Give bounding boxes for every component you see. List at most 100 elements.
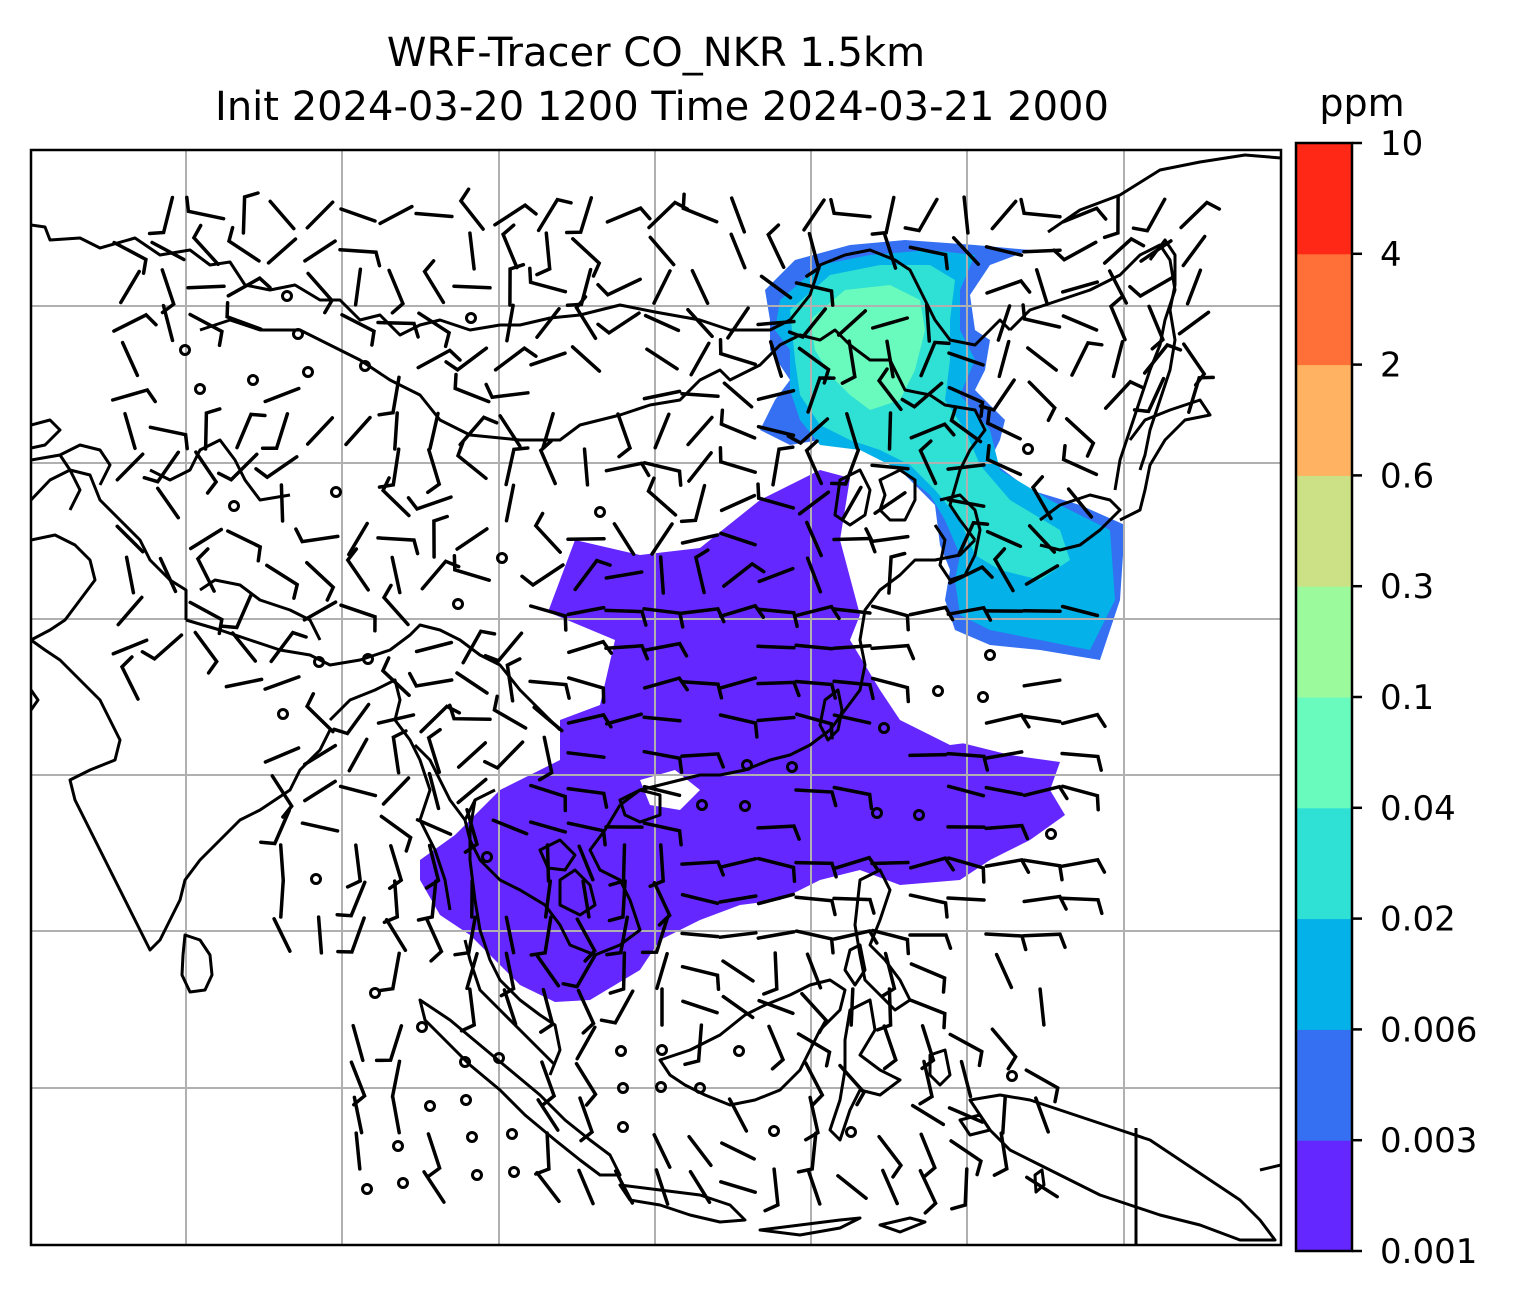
calm-circle-icon [292,328,304,340]
wind-barb-icon [870,604,910,632]
wind-barb-icon [279,483,285,523]
calm-circle-icon [392,1140,404,1152]
wind-barb-icon [787,307,828,340]
wind-barb-icon [391,1095,401,1135]
wind-barb-icon [1034,1096,1050,1134]
wind-barb-icon [1024,564,1060,586]
calm-circle-icon [330,486,342,498]
wind-barb-icon [528,266,568,294]
wind-barb-icon [226,529,263,563]
wind-barb-icon [188,527,224,551]
wind-barb-icon [1111,339,1125,379]
wind-barb-icon [453,915,477,957]
wind-barb-icon [263,746,301,764]
wind-barb-icon [575,1025,597,1061]
wind-barb-icon [540,1060,557,1107]
wind-barb-icon [805,556,823,594]
wind-barb-icon [566,605,606,617]
wind-barb-icon [483,740,525,771]
wind-barb-icon [719,531,757,547]
wind-barb-icon [305,560,336,602]
wind-barb-icon [909,962,947,994]
wind-barb-icon [832,644,872,650]
wind-barb-icon [186,284,226,290]
wind-barb-icon [646,476,678,517]
wind-barb-icon [756,424,796,438]
wind-barb-icon [680,964,721,992]
wind-barb-icon [680,680,724,700]
wind-barb-icon [414,211,454,219]
wind-barb-icon [992,1131,1009,1177]
wind-barb-icon [722,381,754,409]
colorbar-tick-label: 0.003 [1380,1121,1477,1161]
wind-barb-icon [191,223,220,267]
wind-barb-icon [354,1131,362,1171]
wind-barb-icon [679,483,707,524]
wind-barb-icon [427,771,441,811]
wind-barb-icon [505,657,522,703]
wind-barb-icon [528,820,568,834]
wind-barb-icon [306,271,335,315]
wind-barb-icon [1061,206,1108,224]
wind-barb-icon [225,301,263,331]
calm-circle-icon [696,799,708,811]
wind-barb-icon [1181,234,1207,268]
wind-barb-icon [528,679,571,700]
wind-barb-icon [1060,857,1107,874]
wind-barb-icon [984,823,1030,841]
wind-barb-icon [882,232,898,270]
colorbar-tick-label: 0.6 [1380,456,1434,496]
wind-barb-icon [794,895,837,917]
wind-barb-icon [1061,443,1099,477]
wind-barb-icon [119,655,140,701]
wind-barb-icon [690,268,710,306]
wind-barb-icon [1107,269,1129,305]
wind-barb-icon [536,1098,560,1132]
wind-barb-icon [796,1032,832,1068]
wind-barb-icon [578,1096,595,1143]
wind-barb-icon [1052,240,1098,262]
wind-barb-icon [571,237,602,278]
wind-barb-icon [461,629,497,665]
wind-barb-icon [110,387,157,404]
wind-barb-icon [908,933,953,950]
wind-barb-icon [948,564,994,585]
wind-barb-icon [645,347,679,371]
wind-barb-icon [541,411,555,451]
wind-barb-icon [596,311,641,336]
wind-barb-icon [994,952,1014,990]
wind-barb-icon [263,386,301,404]
wind-barb-icon [726,306,750,340]
wind-barb-icon [124,555,136,595]
wind-barb-icon [919,340,951,378]
calm-circle-icon [228,500,240,512]
wind-barb-icon [794,604,841,621]
wind-barb-icon [381,776,411,806]
wind-barb-icon [946,896,986,902]
wind-barb-icon [887,411,893,451]
calm-circle-icon [913,809,925,821]
wind-barb-icon [693,548,710,595]
wind-barb-icon [453,372,491,404]
wind-barb-icon [909,422,956,440]
wind-barb-icon [444,346,489,372]
calm-circle-icon [302,366,314,378]
wind-barb-icon [303,779,337,803]
wind-barb-icon [504,915,516,955]
wind-barb-icon [805,520,823,558]
calm-circle-icon [878,722,890,734]
wind-barb-icon [756,892,796,906]
wind-barb-icon [908,752,948,758]
wind-barb-icon [416,879,438,922]
calm-circle-icon [786,761,798,773]
wind-barb-icon [193,630,219,675]
wind-barb-icon [642,389,682,401]
calm-circle-icon [481,851,493,863]
wind-barb-icon [1034,268,1050,306]
wind-barb-icon [794,788,838,808]
wind-barb-icon [806,376,836,414]
colorbar-segment [1296,364,1352,476]
wind-barb-icon [336,916,366,954]
wind-barb-icon [836,1174,868,1200]
wind-barb-icon [142,450,181,484]
